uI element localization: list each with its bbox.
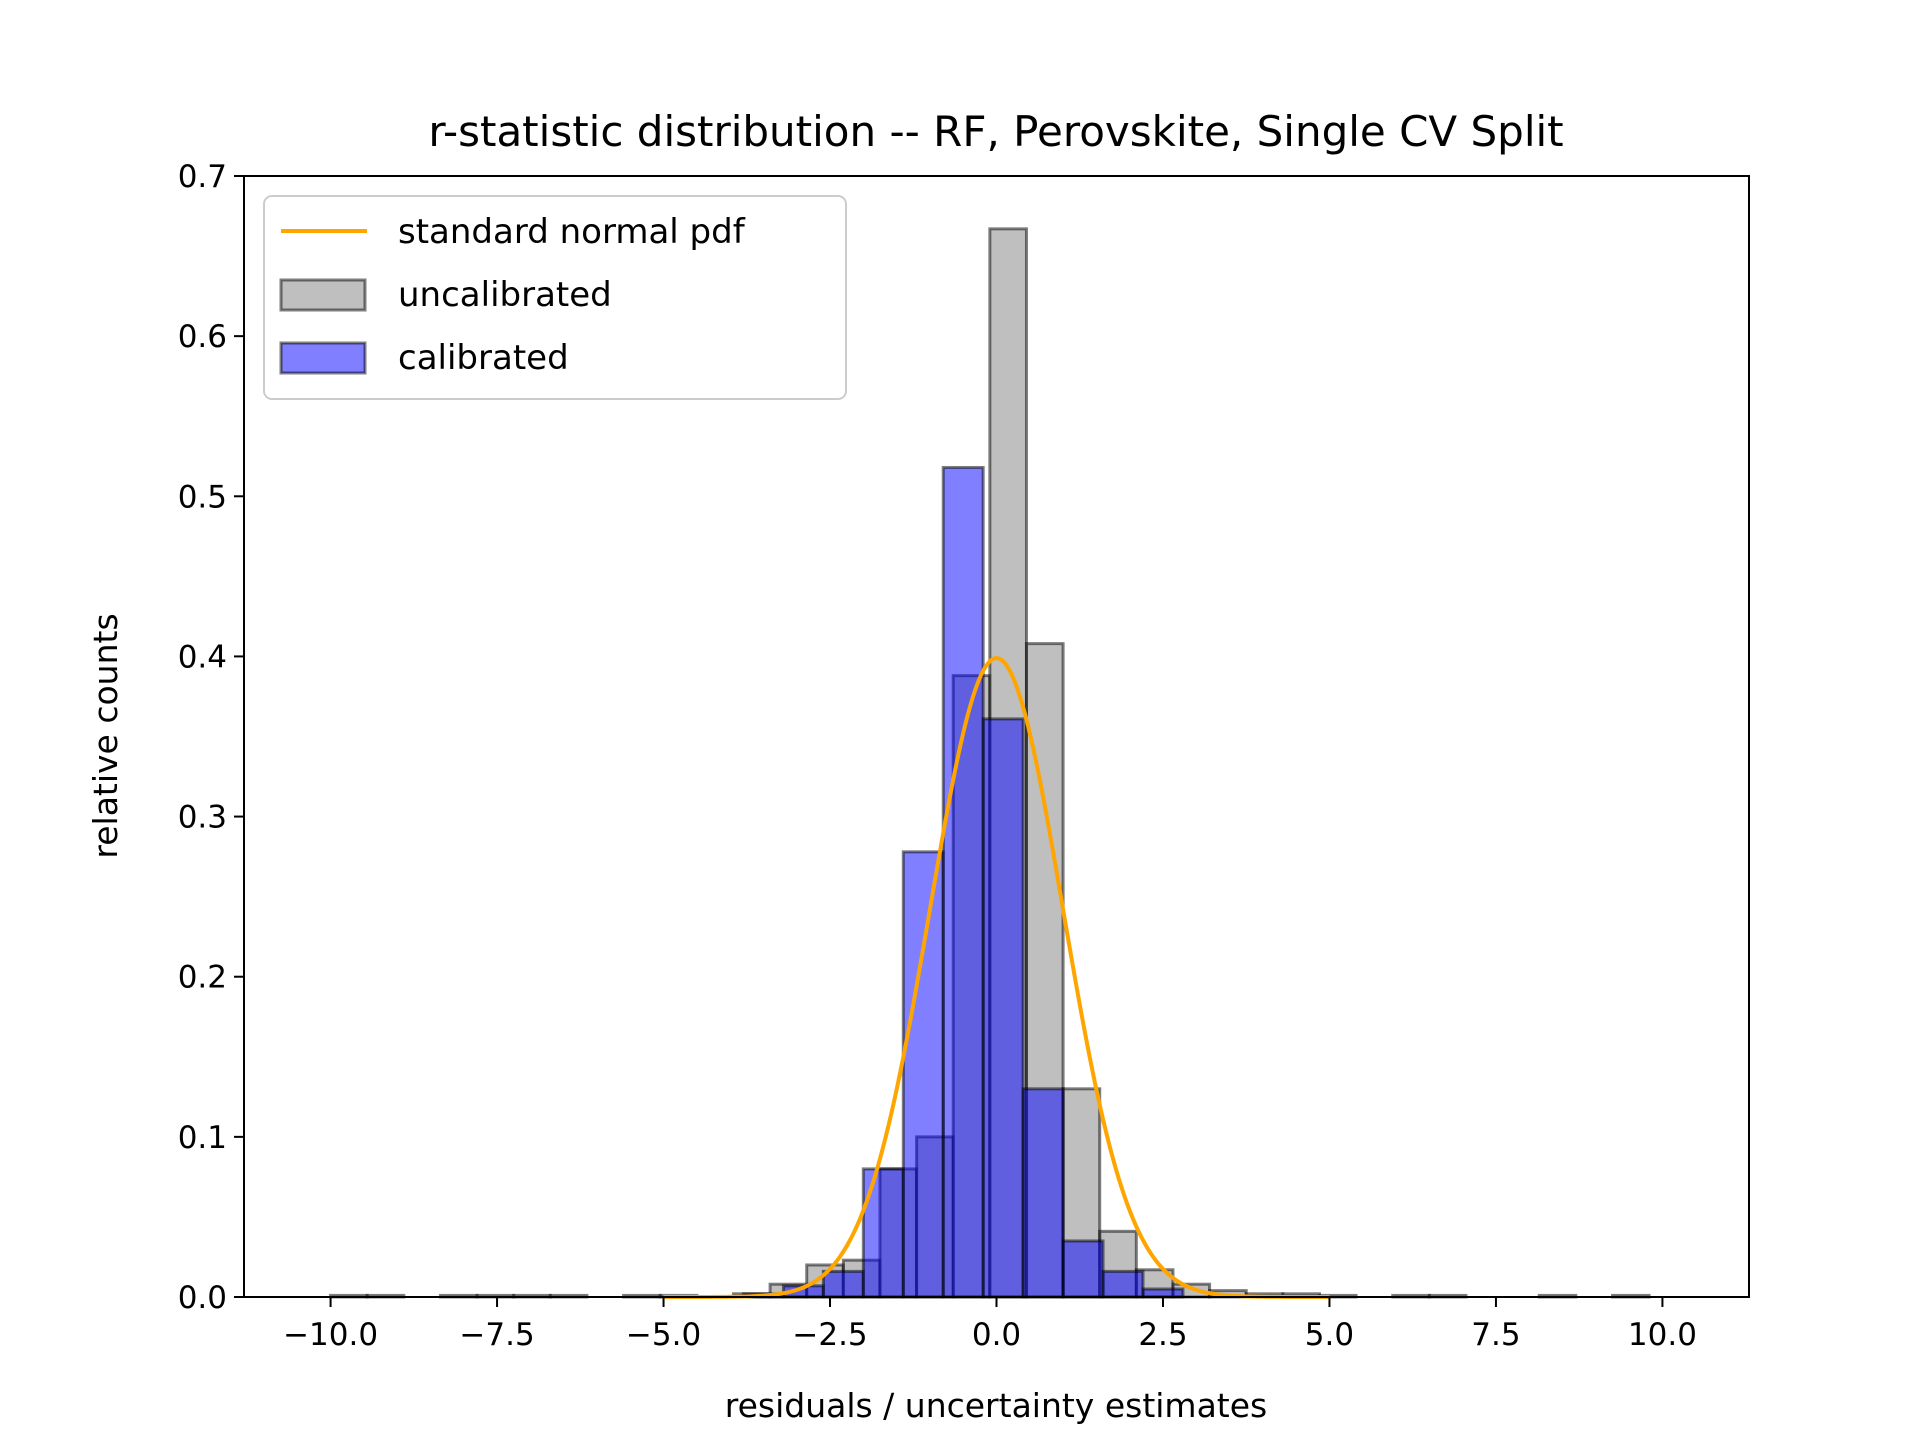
chart-title: r-statistic distribution -- RF, Perovski… xyxy=(428,107,1563,156)
legend: standard normal pdf uncalibrated calibra… xyxy=(263,195,847,400)
y-axis-ticks: 0.0 0.1 0.2 0.3 0.4 0.5 0.6 0.7 xyxy=(178,159,244,1316)
x-axis-ticks: −10.0 −7.5 −5.0 −2.5 0.0 2.5 5.0 7.5 10.0 xyxy=(283,1297,1697,1353)
x-tick-label: 10.0 xyxy=(1628,1317,1697,1353)
calibrated-bar-12 xyxy=(1141,1287,1185,1299)
calibrated-bar-6 xyxy=(901,850,945,1299)
standard-normal-pdf-line xyxy=(663,656,1330,1299)
y-tick-label: 0.5 xyxy=(178,479,227,515)
legend-label-calibrated: calibrated xyxy=(398,338,569,378)
legend-box xyxy=(263,195,847,400)
calibrated-histogram xyxy=(741,465,1185,1299)
x-tick-label: 0.0 xyxy=(972,1317,1021,1353)
x-tick-label: −10.0 xyxy=(283,1317,378,1353)
legend-label-standard-normal-pdf: standard normal pdf xyxy=(398,212,746,252)
x-tick-label: −2.5 xyxy=(792,1317,867,1353)
y-tick-label: 0.7 xyxy=(178,159,227,195)
y-tick-label: 0.6 xyxy=(178,319,227,355)
x-tick-label: 5.0 xyxy=(1305,1317,1354,1353)
calibrated-bar-9 xyxy=(1021,1087,1065,1299)
x-tick-label: −5.0 xyxy=(626,1317,701,1353)
calibrated-bar-10 xyxy=(1061,1239,1105,1299)
y-tick-label: 0.2 xyxy=(178,960,227,996)
y-tick-label: 0.0 xyxy=(178,1280,227,1316)
x-axis-label: residuals / uncertainty estimates xyxy=(725,1386,1268,1425)
y-tick-label: 0.1 xyxy=(178,1120,227,1156)
y-tick-label: 0.4 xyxy=(178,639,227,675)
legend-swatch-uncalibrated xyxy=(279,278,367,312)
calibrated-bar-11 xyxy=(1101,1269,1145,1299)
legend-label-uncalibrated: uncalibrated xyxy=(398,275,612,315)
x-tick-label: −7.5 xyxy=(459,1317,534,1353)
calibrated-bar-8 xyxy=(981,717,1025,1299)
y-axis-label: relative counts xyxy=(86,613,125,858)
y-tick-label: 0.3 xyxy=(178,800,227,836)
x-tick-label: 2.5 xyxy=(1138,1317,1187,1353)
calibrated-bar-4 xyxy=(821,1269,865,1299)
x-tick-label: 7.5 xyxy=(1471,1317,1520,1353)
calibrated-bar-7 xyxy=(941,465,985,1299)
legend-swatch-calibrated xyxy=(279,341,367,375)
